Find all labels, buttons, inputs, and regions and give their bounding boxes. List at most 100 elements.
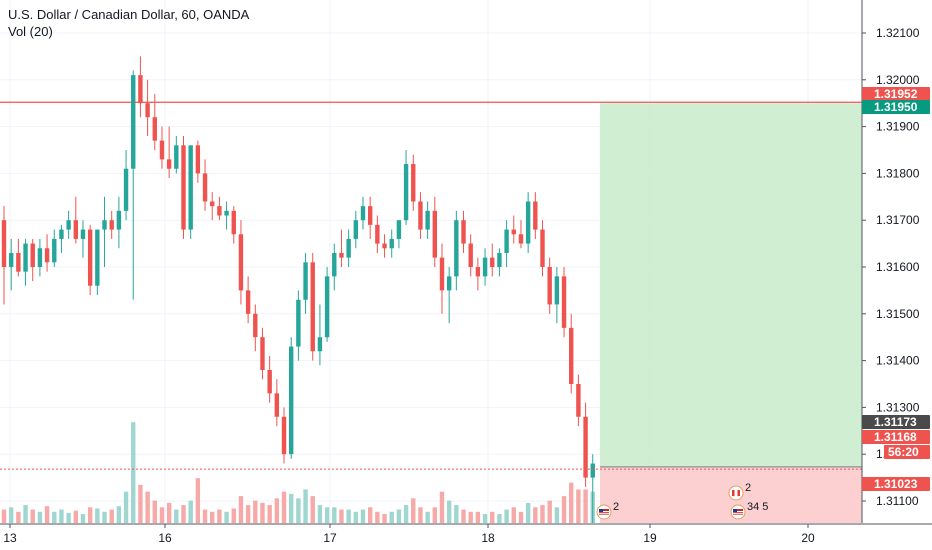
candle-body[interactable]	[131, 75, 136, 169]
volume-bar	[166, 502, 172, 523]
candle-body[interactable]	[396, 220, 402, 239]
candle-body[interactable]	[159, 140, 165, 160]
candle-body[interactable]	[217, 206, 222, 216]
candle-body[interactable]	[576, 384, 581, 417]
candle-body[interactable]	[324, 276, 330, 338]
candle-body[interactable]	[59, 229, 64, 239]
volume-bar	[195, 478, 201, 523]
candle-body[interactable]	[174, 145, 179, 169]
candle-body[interactable]	[1, 220, 7, 267]
candle-body[interactable]	[52, 238, 57, 263]
candle-body[interactable]	[281, 416, 287, 455]
volume-bar	[439, 491, 445, 523]
candle-body[interactable]	[525, 201, 531, 244]
candle-body[interactable]	[382, 243, 387, 249]
candle-body[interactable]	[109, 220, 114, 230]
profit-zone[interactable]	[600, 103, 862, 467]
candle-body[interactable]	[360, 206, 366, 221]
time-axis[interactable]	[0, 523, 932, 550]
candle-body[interactable]	[238, 234, 244, 291]
volume-bar	[497, 514, 502, 523]
volume-bar	[116, 506, 122, 523]
candle-body[interactable]	[116, 210, 122, 230]
candle-body[interactable]	[490, 257, 495, 267]
candle-body[interactable]	[145, 103, 150, 118]
candle-body[interactable]	[138, 75, 143, 104]
candle-body[interactable]	[339, 252, 344, 258]
volume-bar	[396, 509, 402, 523]
candle-body[interactable]	[253, 313, 258, 338]
candle-body[interactable]	[181, 145, 186, 230]
candle-body[interactable]	[303, 262, 308, 300]
candle-body[interactable]	[468, 243, 473, 267]
candle-body[interactable]	[389, 238, 394, 249]
candle-body[interactable]	[569, 327, 574, 384]
candle-body[interactable]	[87, 229, 93, 286]
candle-body[interactable]	[554, 276, 560, 305]
us-flag-icon	[599, 513, 609, 515]
candle-body[interactable]	[411, 164, 416, 202]
time-tick-label: 17	[323, 531, 337, 545]
candle-body[interactable]	[497, 252, 502, 267]
candle-body[interactable]	[461, 220, 466, 244]
volume-bar	[432, 507, 437, 523]
volume-bar	[490, 511, 495, 523]
candle-body[interactable]	[224, 210, 229, 216]
candle-body[interactable]	[540, 229, 545, 267]
candle-body[interactable]	[561, 276, 567, 328]
candle-body[interactable]	[166, 159, 172, 169]
candle-body[interactable]	[8, 252, 14, 267]
candle-body[interactable]	[346, 238, 351, 258]
candle-body[interactable]	[425, 210, 430, 230]
candle-body[interactable]	[95, 229, 100, 286]
volume-bar	[525, 502, 531, 523]
candle-body[interactable]	[504, 229, 509, 253]
candle-body[interactable]	[30, 243, 35, 267]
candle-body[interactable]	[210, 201, 215, 207]
candle-body[interactable]	[260, 337, 265, 370]
candle-body[interactable]	[123, 168, 129, 211]
candle-body[interactable]	[296, 299, 301, 347]
candle-body[interactable]	[439, 257, 445, 291]
candle-body[interactable]	[37, 248, 43, 267]
candle-body[interactable]	[482, 257, 488, 277]
candle-body[interactable]	[195, 145, 201, 174]
candle-body[interactable]	[353, 220, 359, 239]
candle-body[interactable]	[152, 117, 157, 141]
candle-body[interactable]	[80, 229, 86, 239]
candle-body[interactable]	[475, 267, 481, 277]
candle-body[interactable]	[317, 337, 323, 352]
candle-body[interactable]	[23, 243, 28, 272]
candle-body[interactable]	[518, 234, 524, 244]
candle-body[interactable]	[590, 463, 595, 478]
candle-body[interactable]	[73, 220, 78, 239]
candle-body[interactable]	[432, 210, 437, 258]
candle-body[interactable]	[375, 224, 380, 244]
candle-body[interactable]	[267, 369, 272, 394]
candle-body[interactable]	[289, 346, 294, 455]
candle-body[interactable]	[16, 252, 21, 272]
candle-body[interactable]	[310, 262, 315, 352]
candle-body[interactable]	[511, 229, 516, 235]
candle-body[interactable]	[332, 252, 337, 277]
candle-body[interactable]	[403, 164, 409, 221]
volume-bar	[267, 505, 272, 523]
candle-body[interactable]	[583, 416, 588, 478]
candle-body[interactable]	[202, 173, 208, 202]
candle-body[interactable]	[446, 276, 452, 291]
candle-body[interactable]	[231, 210, 236, 235]
candle-body[interactable]	[102, 220, 107, 230]
candle-body[interactable]	[66, 220, 71, 230]
candle-body[interactable]	[533, 201, 538, 230]
candle-body[interactable]	[245, 290, 251, 314]
candle-body[interactable]	[274, 393, 280, 417]
candle-body[interactable]	[188, 145, 193, 230]
candle-body[interactable]	[418, 201, 423, 230]
volume-bar	[16, 511, 21, 523]
candle-body[interactable]	[44, 248, 50, 263]
candle-body[interactable]	[454, 220, 459, 277]
candle-body[interactable]	[367, 206, 373, 225]
candle-body[interactable]	[547, 267, 552, 305]
volume-bar	[109, 509, 114, 523]
